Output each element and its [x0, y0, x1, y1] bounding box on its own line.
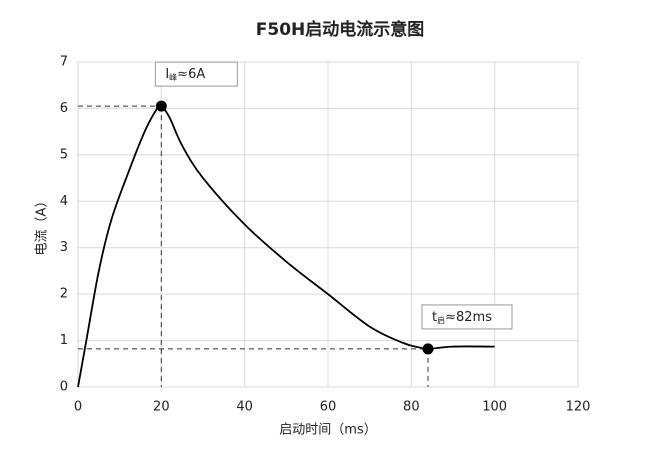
x-tick-label: 60 [320, 400, 337, 415]
x-tick-label: 80 [403, 400, 420, 415]
annotation-box [154, 61, 238, 87]
annotation-sub: 峰 [169, 72, 177, 82]
annotation-rest: ≈82ms [445, 309, 492, 324]
y-tick-label: 0 [60, 380, 68, 395]
x-tick-label: 120 [566, 400, 591, 415]
x-tick-label: 20 [153, 400, 170, 415]
annotation-box [421, 304, 513, 330]
x-axis-label: 启动时间（ms） [279, 423, 376, 438]
marker [422, 343, 434, 355]
y-tick-label: 7 [60, 55, 68, 70]
y-tick-label: 3 [60, 240, 68, 255]
y-tick-label: 6 [60, 101, 68, 116]
y-axis-label: 电流（A） [35, 195, 50, 256]
annotation-sub: 启 [437, 314, 445, 324]
annotation-label: I峰≈6A [165, 67, 205, 82]
chart-title: F50H启动电流示意图 [256, 19, 425, 40]
x-tick-label: 40 [236, 400, 253, 415]
x-tick-label: 100 [482, 400, 507, 415]
annotation-main: t [432, 309, 437, 324]
y-tick-label: 5 [60, 147, 68, 162]
y-tick-label: 4 [60, 194, 68, 209]
annotation-main: I [165, 67, 169, 82]
line [77, 104, 495, 388]
y-tick-label: 2 [60, 287, 68, 302]
annotation-label: t启≈82ms [432, 309, 492, 324]
y-tick-label: 1 [60, 333, 68, 348]
annotation-rest: ≈6A [177, 67, 205, 82]
x-tick-label: 0 [74, 400, 82, 415]
marker [155, 100, 167, 112]
